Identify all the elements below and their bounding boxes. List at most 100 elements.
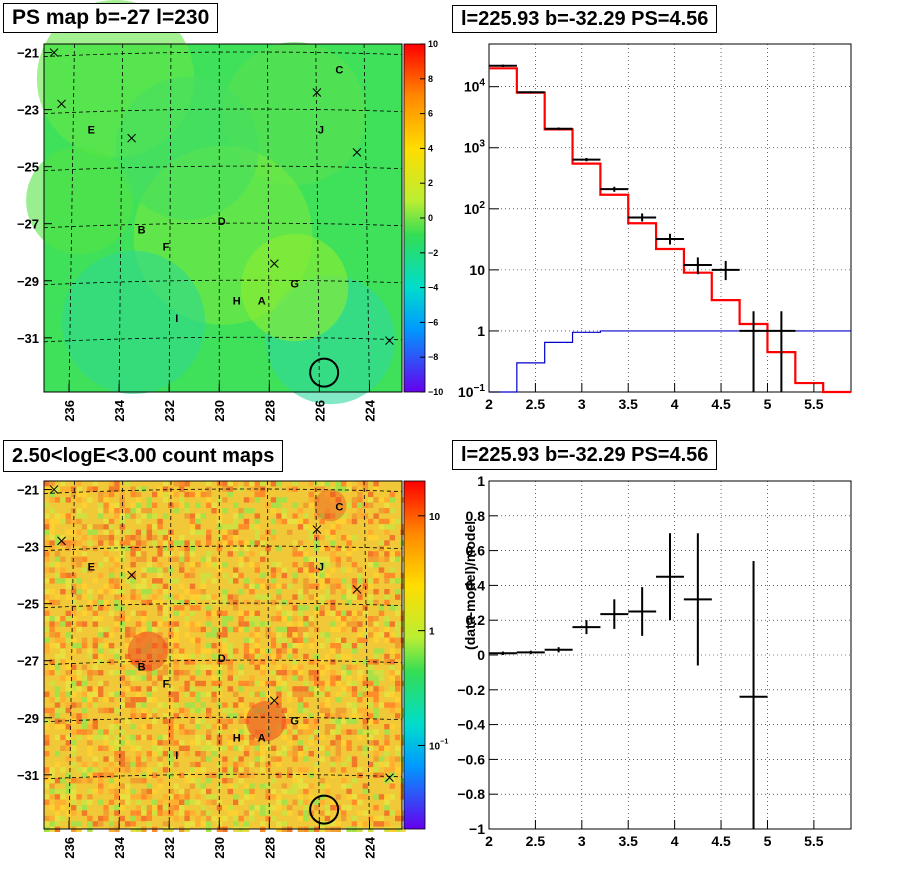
source-label: I	[175, 313, 178, 325]
y-tick-label: 0.8	[466, 508, 486, 524]
y-tick-label: −31	[17, 331, 39, 346]
y-tick-label: 102	[464, 200, 486, 217]
source-marker	[269, 259, 279, 268]
latitude-line	[43, 773, 403, 780]
y-tick-label: −0.2	[457, 682, 485, 698]
latitude-line	[43, 279, 403, 286]
y-tick-label: −21	[17, 483, 39, 498]
longitude-line	[118, 43, 124, 393]
source-label: F	[163, 242, 170, 254]
x-tick-label: 234	[112, 836, 127, 858]
x-tick-label: 2.5	[526, 396, 546, 412]
x-tick-label: 228	[262, 837, 277, 859]
source-marker	[269, 696, 279, 705]
colorbar-tick-label: −10	[428, 387, 443, 397]
source-label: E	[88, 125, 95, 137]
y-tick-label: 104	[464, 78, 486, 95]
y-tick-label: −27	[17, 217, 39, 232]
y-tick-label: 1	[477, 473, 485, 489]
map-region	[240, 233, 349, 342]
colorbar-tick-label: −8	[428, 352, 438, 362]
x-tick-label: 230	[212, 400, 227, 422]
plot-frame	[488, 43, 852, 393]
x-tick-label: 2	[485, 396, 493, 412]
source-label: G	[290, 279, 299, 291]
latitude-line	[43, 51, 403, 57]
source-label: J	[318, 125, 324, 137]
source-label: B	[138, 661, 146, 673]
x-tick-label: 4.5	[711, 833, 731, 849]
top-left-title: PS map b=-27 l=230	[3, 3, 219, 33]
x-tick-label: 4	[671, 396, 679, 412]
source-marker	[312, 525, 322, 534]
colorbar-tick-label: 10	[429, 512, 441, 523]
source-label: F	[163, 679, 170, 691]
y-tick-label: −25	[17, 597, 39, 612]
x-tick-label: 2.5	[526, 833, 546, 849]
colorbar	[403, 480, 426, 830]
y-axis-label: (data-model)/model	[462, 521, 478, 650]
longitude-line	[267, 43, 270, 393]
y-tick-label: −21	[17, 46, 39, 61]
x-tick-label: 224	[362, 399, 377, 421]
source-label: J	[318, 562, 324, 574]
y-tick-label: −27	[17, 654, 39, 669]
latitude-line	[43, 336, 403, 343]
x-tick-label: 3.5	[618, 396, 638, 412]
top-right-title: l=225.93 b=-32.29 PS=4.56	[452, 5, 718, 33]
plot-area	[489, 44, 851, 392]
longitude-line	[315, 43, 320, 393]
source-hotspot	[245, 701, 286, 742]
latitude-line	[43, 165, 403, 172]
y-tick-label: −0.4	[457, 717, 485, 733]
y-tick-label: −29	[17, 274, 39, 289]
x-tick-label: 3.5	[618, 833, 638, 849]
y-tick-label: −23	[17, 540, 39, 555]
source-label: B	[138, 224, 146, 236]
source-label: D	[218, 653, 226, 665]
latitude-line	[43, 545, 403, 552]
latitude-line	[43, 488, 403, 494]
y-tick-label: −1	[469, 821, 485, 837]
source-label: H	[233, 296, 241, 308]
bottom-left-title: 2.50<logE<3.00 count maps	[3, 440, 284, 472]
y-tick-label: 103	[464, 139, 486, 156]
colorbar-tick-label: −6	[428, 317, 438, 327]
source-marker	[49, 485, 59, 494]
colorbar-tick-label: 0	[428, 213, 433, 223]
map-frame	[43, 43, 403, 393]
source-label: D	[218, 216, 226, 228]
y-tick-label: −29	[17, 711, 39, 726]
y-tick-label: 10−1	[458, 383, 485, 400]
x-tick-label: 5	[764, 833, 772, 849]
source-label: C	[335, 65, 343, 77]
y-tick-label: 0.2	[466, 612, 486, 628]
x-tick-label: 236	[62, 400, 77, 422]
source-marker	[127, 133, 136, 143]
x-tick-label: 3	[578, 833, 586, 849]
y-tick-label: −31	[17, 768, 39, 783]
y-tick-label: −0.6	[457, 751, 485, 767]
longitude-line	[168, 480, 172, 830]
target-circle	[309, 794, 340, 825]
source-marker	[49, 48, 59, 57]
y-tick-label: −0.8	[457, 786, 485, 802]
source-label: A	[258, 296, 266, 308]
source-label: H	[233, 733, 241, 745]
x-tick-label: 3	[578, 396, 586, 412]
source-marker	[57, 536, 66, 546]
y-tick-label: 0.6	[466, 543, 486, 559]
longitude-line	[267, 480, 270, 830]
x-tick-label: 5.5	[804, 833, 824, 849]
x-tick-label: 230	[212, 837, 227, 859]
latitude-line	[43, 602, 403, 609]
target-circle	[309, 357, 340, 388]
source-label: E	[88, 562, 95, 574]
colorbar-tick-label: −2	[428, 248, 438, 258]
map-frame	[43, 480, 403, 830]
longitude-line	[68, 43, 75, 393]
source-marker	[312, 88, 322, 97]
source-marker	[57, 99, 66, 109]
colorbar-tick-label: 8	[428, 74, 433, 84]
